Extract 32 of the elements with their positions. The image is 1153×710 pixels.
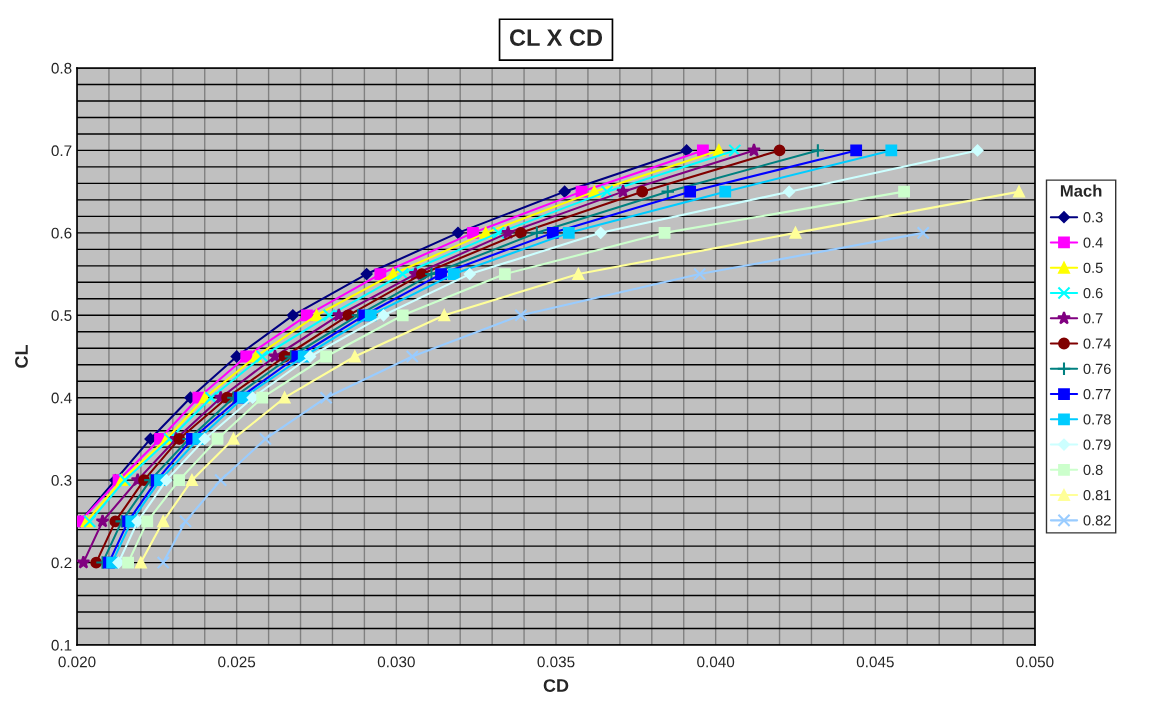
x-tick-label: 0.040 [697,656,735,668]
legend-label: 0.7 [1083,313,1103,324]
x-tick-label: 0.045 [856,656,894,668]
chart-title: CL X CD [509,29,603,47]
legend-label: 0.6 [1083,287,1103,299]
legend-label: 0.76 [1083,363,1111,375]
x-tick-label: 0.035 [537,656,575,668]
legend-label: 0.79 [1083,439,1111,450]
y-tick-label: 0.3 [51,475,72,486]
legend-label: 0.8 [1083,464,1103,476]
legend-title: Mach [1060,184,1102,197]
legend-label: 0.74 [1083,338,1111,349]
x-tick-label: 0.050 [1016,656,1054,668]
y-axis-title: CL [15,345,28,368]
y-tick-label: 0.4 [51,392,72,404]
y-tick-label: 0.7 [51,145,72,157]
legend-label: 0.78 [1083,414,1111,425]
legend-label: 0.5 [1083,262,1103,273]
legend-label: 0.82 [1083,515,1111,526]
x-tick-label: 0.030 [377,656,415,668]
x-tick-label: 0.025 [218,656,256,668]
legend-label: 0.81 [1083,489,1111,501]
y-tick-label: 0.8 [51,62,72,74]
x-tick-label: 0.020 [58,656,96,668]
legend-label: 0.77 [1083,388,1111,400]
y-tick-label: 0.1 [51,639,72,651]
x-axis-title: CD [543,679,569,692]
legend-label: 0.4 [1083,237,1103,248]
y-tick-label: 0.5 [51,310,72,321]
y-tick-label: 0.6 [51,227,72,239]
y-tick-label: 0.2 [51,557,72,569]
legend-label: 0.3 [1083,212,1103,223]
